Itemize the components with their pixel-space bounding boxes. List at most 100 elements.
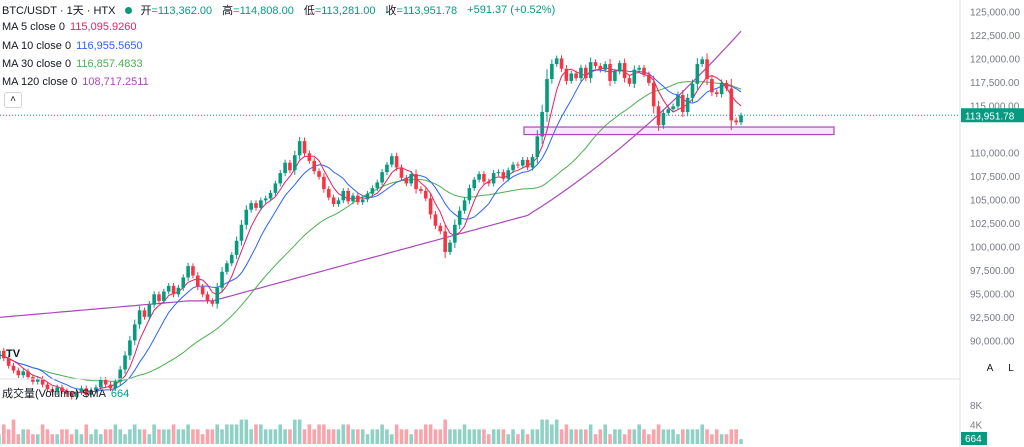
candle xyxy=(74,389,79,400)
volume-bar xyxy=(419,429,423,444)
symbol-title[interactable]: BTC/USDT · 1天 · HTX xyxy=(2,5,116,17)
legend-ma5[interactable]: MA 5 close 0 115,095.9260 xyxy=(2,21,137,33)
volume-bar xyxy=(491,429,496,444)
candle xyxy=(433,211,438,230)
ohlc-low: 低=113,281.00 xyxy=(303,5,376,17)
volume-bar xyxy=(186,424,190,444)
candle xyxy=(467,184,472,205)
candle-body xyxy=(617,63,622,72)
volume-bar xyxy=(511,429,515,444)
volume-bar xyxy=(530,429,535,444)
volume-bar xyxy=(739,439,743,444)
candle xyxy=(123,351,127,374)
candle-body xyxy=(200,286,205,295)
candle xyxy=(491,169,496,187)
volume-bar xyxy=(453,429,457,444)
volume-bar xyxy=(550,424,554,444)
candle-body xyxy=(550,64,554,80)
candle-body xyxy=(457,210,462,225)
candle-body xyxy=(302,141,307,154)
volume-bar xyxy=(11,419,16,444)
candle-body xyxy=(380,172,384,183)
candle-body xyxy=(375,182,380,189)
candle-body xyxy=(356,195,360,203)
auto-scale-button[interactable]: A xyxy=(986,363,994,374)
candle-body xyxy=(491,173,496,184)
candle-body xyxy=(462,200,467,211)
legend-ma120[interactable]: MA 120 close 0 108,717.2511 xyxy=(2,76,149,88)
candle xyxy=(21,368,25,378)
volume-bar xyxy=(588,424,593,444)
volume-tick-label: 8K xyxy=(970,401,983,412)
volume-legend[interactable]: 成交量(Volume) SMA 664 xyxy=(2,388,130,400)
y-tick-label: 90,000.00 xyxy=(970,336,1015,347)
candle xyxy=(729,78,734,131)
candle xyxy=(55,384,59,395)
volume-bar xyxy=(215,424,219,444)
volume-bar xyxy=(729,429,734,444)
volume-bar xyxy=(380,424,384,444)
y-tick-label: 120,000.00 xyxy=(970,54,1020,65)
candle-body xyxy=(229,254,234,264)
volume-bar xyxy=(162,429,166,444)
candle-body xyxy=(370,188,375,194)
volume-bar xyxy=(65,429,69,444)
candle xyxy=(312,157,316,175)
candle-body xyxy=(482,174,486,182)
candle-body xyxy=(16,370,21,376)
candle-body xyxy=(288,162,292,171)
candle xyxy=(627,75,632,87)
candle-body xyxy=(336,200,341,205)
candle xyxy=(210,298,215,307)
candle-body xyxy=(695,64,700,84)
y-tick-label: 102,500.00 xyxy=(970,219,1020,230)
candle xyxy=(263,195,268,204)
candle xyxy=(220,266,224,293)
volume-tick-label: 4K xyxy=(970,420,983,431)
volume-bar xyxy=(365,434,370,444)
log-scale-button[interactable]: L xyxy=(1008,363,1014,374)
legend-ma10[interactable]: MA 10 close 0 116,955.5650 xyxy=(2,40,143,52)
candle-body xyxy=(472,179,477,189)
collapse-legend-button[interactable]: ˄ xyxy=(4,92,22,108)
volume-bar xyxy=(516,434,520,444)
candle xyxy=(6,355,11,369)
volume-bar xyxy=(312,429,316,444)
candle-body xyxy=(419,189,423,191)
volume-bar xyxy=(622,434,627,444)
candle xyxy=(448,239,452,255)
y-tick-label: 97,500.00 xyxy=(970,266,1015,277)
y-tick-label: 122,500.00 xyxy=(970,31,1020,42)
ohlc-close: 收=113,951.78 xyxy=(385,5,458,17)
volume-bar xyxy=(598,429,603,444)
candle-body xyxy=(341,190,346,201)
candle xyxy=(554,55,559,67)
volume-bar xyxy=(94,429,98,444)
candle-body xyxy=(666,109,671,113)
volume-bar xyxy=(457,429,462,444)
candle-body xyxy=(603,64,607,70)
volume-bar xyxy=(278,424,283,444)
candle-body xyxy=(142,310,147,317)
candle xyxy=(487,178,491,187)
volume-last-label: 664 xyxy=(961,432,987,445)
volume-bar xyxy=(234,424,239,444)
candle xyxy=(690,79,695,103)
legend-ma30[interactable]: MA 30 close 0 116,857.4833 xyxy=(2,58,143,70)
candle xyxy=(370,185,375,197)
candle xyxy=(26,368,30,380)
candle-body xyxy=(351,195,355,202)
candle-body xyxy=(191,266,195,276)
volume-bar xyxy=(535,429,540,444)
candle-body xyxy=(11,365,16,371)
candle-body xyxy=(651,82,656,107)
candle xyxy=(331,194,336,207)
candle xyxy=(477,171,481,183)
candle-body xyxy=(404,177,409,184)
candle xyxy=(700,56,704,67)
volume-bar xyxy=(2,424,6,444)
tradingview-logo[interactable]: TV xyxy=(6,348,21,360)
candle xyxy=(351,192,355,205)
volume-bar xyxy=(414,429,418,444)
